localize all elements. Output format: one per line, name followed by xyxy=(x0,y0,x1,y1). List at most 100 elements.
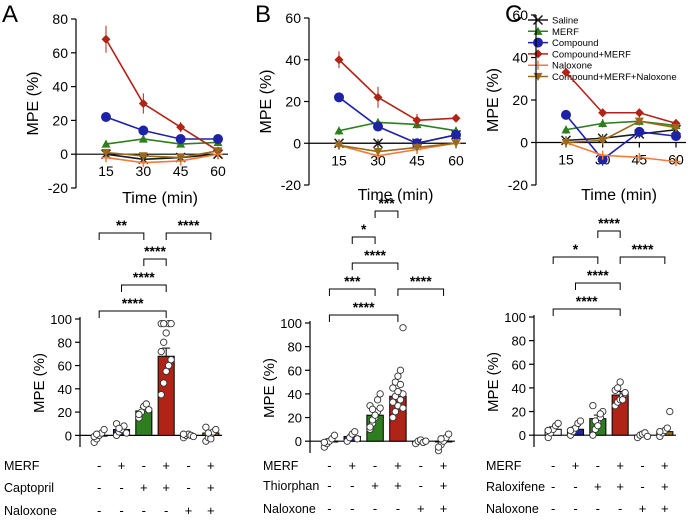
data-point xyxy=(394,387,402,396)
y-tick-label: 80 xyxy=(58,335,72,350)
significance-label: *** xyxy=(378,195,395,211)
condition-sign: + xyxy=(162,480,170,495)
condition-sign: - xyxy=(618,501,622,516)
data-point xyxy=(320,438,329,447)
data-point xyxy=(100,425,108,434)
data-point xyxy=(614,384,622,392)
line-chart-A: -20 0 20 40 60 80 15 30 45 60 Time (min) MPE (%) xyxy=(25,11,228,207)
data-point xyxy=(101,148,111,158)
legend-marker-0 xyxy=(532,14,544,26)
significance-bracket xyxy=(143,258,167,266)
data-point xyxy=(451,129,461,140)
x-tick-label: 60 xyxy=(448,152,464,168)
condition-sign: + xyxy=(616,479,624,494)
data-point xyxy=(616,378,624,386)
y-tick-label: 60 xyxy=(288,363,302,378)
condition-sign: - xyxy=(119,503,123,518)
x-tick-label: 60 xyxy=(210,163,226,179)
y-tick-label: 80 xyxy=(512,334,526,349)
y-tick-label: 60 xyxy=(285,10,301,26)
x-tick-label: 45 xyxy=(173,163,189,179)
panel-label-a: A xyxy=(2,1,18,28)
data-point xyxy=(138,134,148,143)
x-axis-label: Time (min) xyxy=(581,187,657,204)
y-tick-label: 0 xyxy=(519,428,526,443)
y-axis-label: MPE (%) xyxy=(258,70,275,134)
significance-label: ** xyxy=(116,217,127,233)
data-point xyxy=(122,429,131,437)
series-compound-merf xyxy=(561,67,681,128)
data-point xyxy=(389,413,397,422)
data-point xyxy=(634,152,644,162)
data-point xyxy=(634,117,644,126)
condition-sign: - xyxy=(142,458,146,473)
condition-label: Naloxone xyxy=(4,504,57,518)
series-compound xyxy=(101,112,223,144)
y-tick-label: 40 xyxy=(285,52,301,68)
series-line xyxy=(338,96,457,145)
data-point xyxy=(189,432,198,441)
series-merf xyxy=(334,117,461,135)
data-point xyxy=(366,423,374,431)
data-point xyxy=(643,432,652,441)
condition-sign: + xyxy=(207,458,215,473)
y-tick-label: 0 xyxy=(295,434,302,449)
series-line xyxy=(105,153,219,161)
condition-label: Naloxone xyxy=(263,502,316,516)
data-point xyxy=(207,435,215,443)
y-tick-label: 60 xyxy=(512,357,526,372)
condition-sign: - xyxy=(551,479,555,494)
data-point xyxy=(162,329,170,337)
y-tick-label: 20 xyxy=(512,405,526,420)
condition-sign: + xyxy=(140,480,148,495)
condition-sign: - xyxy=(573,479,577,494)
y-tick-label: 100 xyxy=(504,310,526,325)
legend-label-5: Compound+MERF+Naloxone xyxy=(552,72,677,83)
condition-sign: + xyxy=(661,479,669,494)
data-point xyxy=(160,320,168,328)
data-point xyxy=(93,430,101,438)
data-point xyxy=(444,430,453,438)
y-tick-label: 20 xyxy=(285,94,301,110)
data-point xyxy=(373,396,382,404)
y-axis-label: MPE (%) xyxy=(25,72,42,136)
condition-sign: - xyxy=(97,503,101,518)
data-point xyxy=(351,428,359,436)
panel-label-c: C xyxy=(505,1,522,28)
condition-sign: - xyxy=(119,480,123,495)
data-point xyxy=(663,424,671,432)
significance-bracket xyxy=(397,288,445,296)
condition-sign: - xyxy=(373,458,377,473)
data-point xyxy=(561,67,571,77)
x-axis-label: Time (min) xyxy=(122,190,198,207)
condition-sign: - xyxy=(327,501,331,516)
significance-label: *** xyxy=(344,273,361,289)
condition-sign: - xyxy=(327,478,331,493)
data-point xyxy=(561,109,571,120)
y-tick-label: 80 xyxy=(52,11,68,27)
condition-label: Thiorphan xyxy=(263,479,319,493)
condition-sign: + xyxy=(661,501,669,516)
data-point xyxy=(396,380,405,389)
data-point xyxy=(212,425,220,434)
significance-bracket xyxy=(575,282,621,290)
significance-label: **** xyxy=(133,269,155,285)
data-point xyxy=(396,366,405,374)
data-point xyxy=(373,148,383,157)
data-point xyxy=(598,136,608,145)
condition-label: MERF xyxy=(263,459,299,473)
y-tick-label: 100 xyxy=(280,316,302,331)
series-line xyxy=(105,38,219,152)
data-point xyxy=(138,125,149,136)
data-point xyxy=(160,338,168,346)
data-point xyxy=(389,384,397,392)
data-point xyxy=(399,324,407,332)
y-tick-label: 60 xyxy=(512,7,528,23)
data-point xyxy=(372,138,384,149)
data-point xyxy=(389,398,397,406)
y-axis-label: MPE (%) xyxy=(31,353,48,413)
condition-label: Captopril xyxy=(4,481,54,495)
significance-label: * xyxy=(573,241,579,257)
condition-sign: - xyxy=(350,501,354,516)
data-point xyxy=(213,133,223,144)
